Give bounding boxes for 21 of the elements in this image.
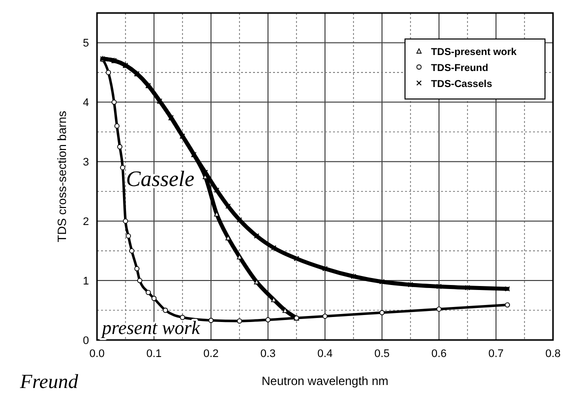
x-tick-label: 0.0 (89, 348, 105, 360)
legend-label: TDS-Freund (431, 63, 488, 74)
y-tick-label: 0 (82, 335, 89, 347)
x-tick-label: 0.4 (317, 348, 333, 360)
y-axis-title: TDS cross-section barns (55, 110, 69, 242)
y-tick-label: 3 (82, 156, 89, 169)
x-tick-label: 0.7 (488, 348, 504, 360)
x-tick-label: 0.3 (260, 348, 276, 360)
y-tick-label: 2 (82, 216, 89, 228)
text: Freund (19, 371, 80, 393)
x-tick-label: 0.8 (545, 348, 561, 360)
x-tick-label: 0.5 (374, 348, 390, 360)
x-axis-title: Neutron wavelength nm (262, 374, 388, 388)
y-tick-label: 1 (82, 276, 89, 288)
legend-label: TDS-present work (431, 47, 518, 58)
legend-label: TDS-Cassels (431, 79, 493, 90)
y-tick-label: 4 (82, 97, 89, 110)
y-tick-label: 5 (82, 38, 89, 50)
x-tick-label: 0.1 (146, 348, 162, 360)
x-tick-label: 0.2 (203, 348, 219, 360)
x-tick-label: 0.6 (431, 348, 447, 360)
